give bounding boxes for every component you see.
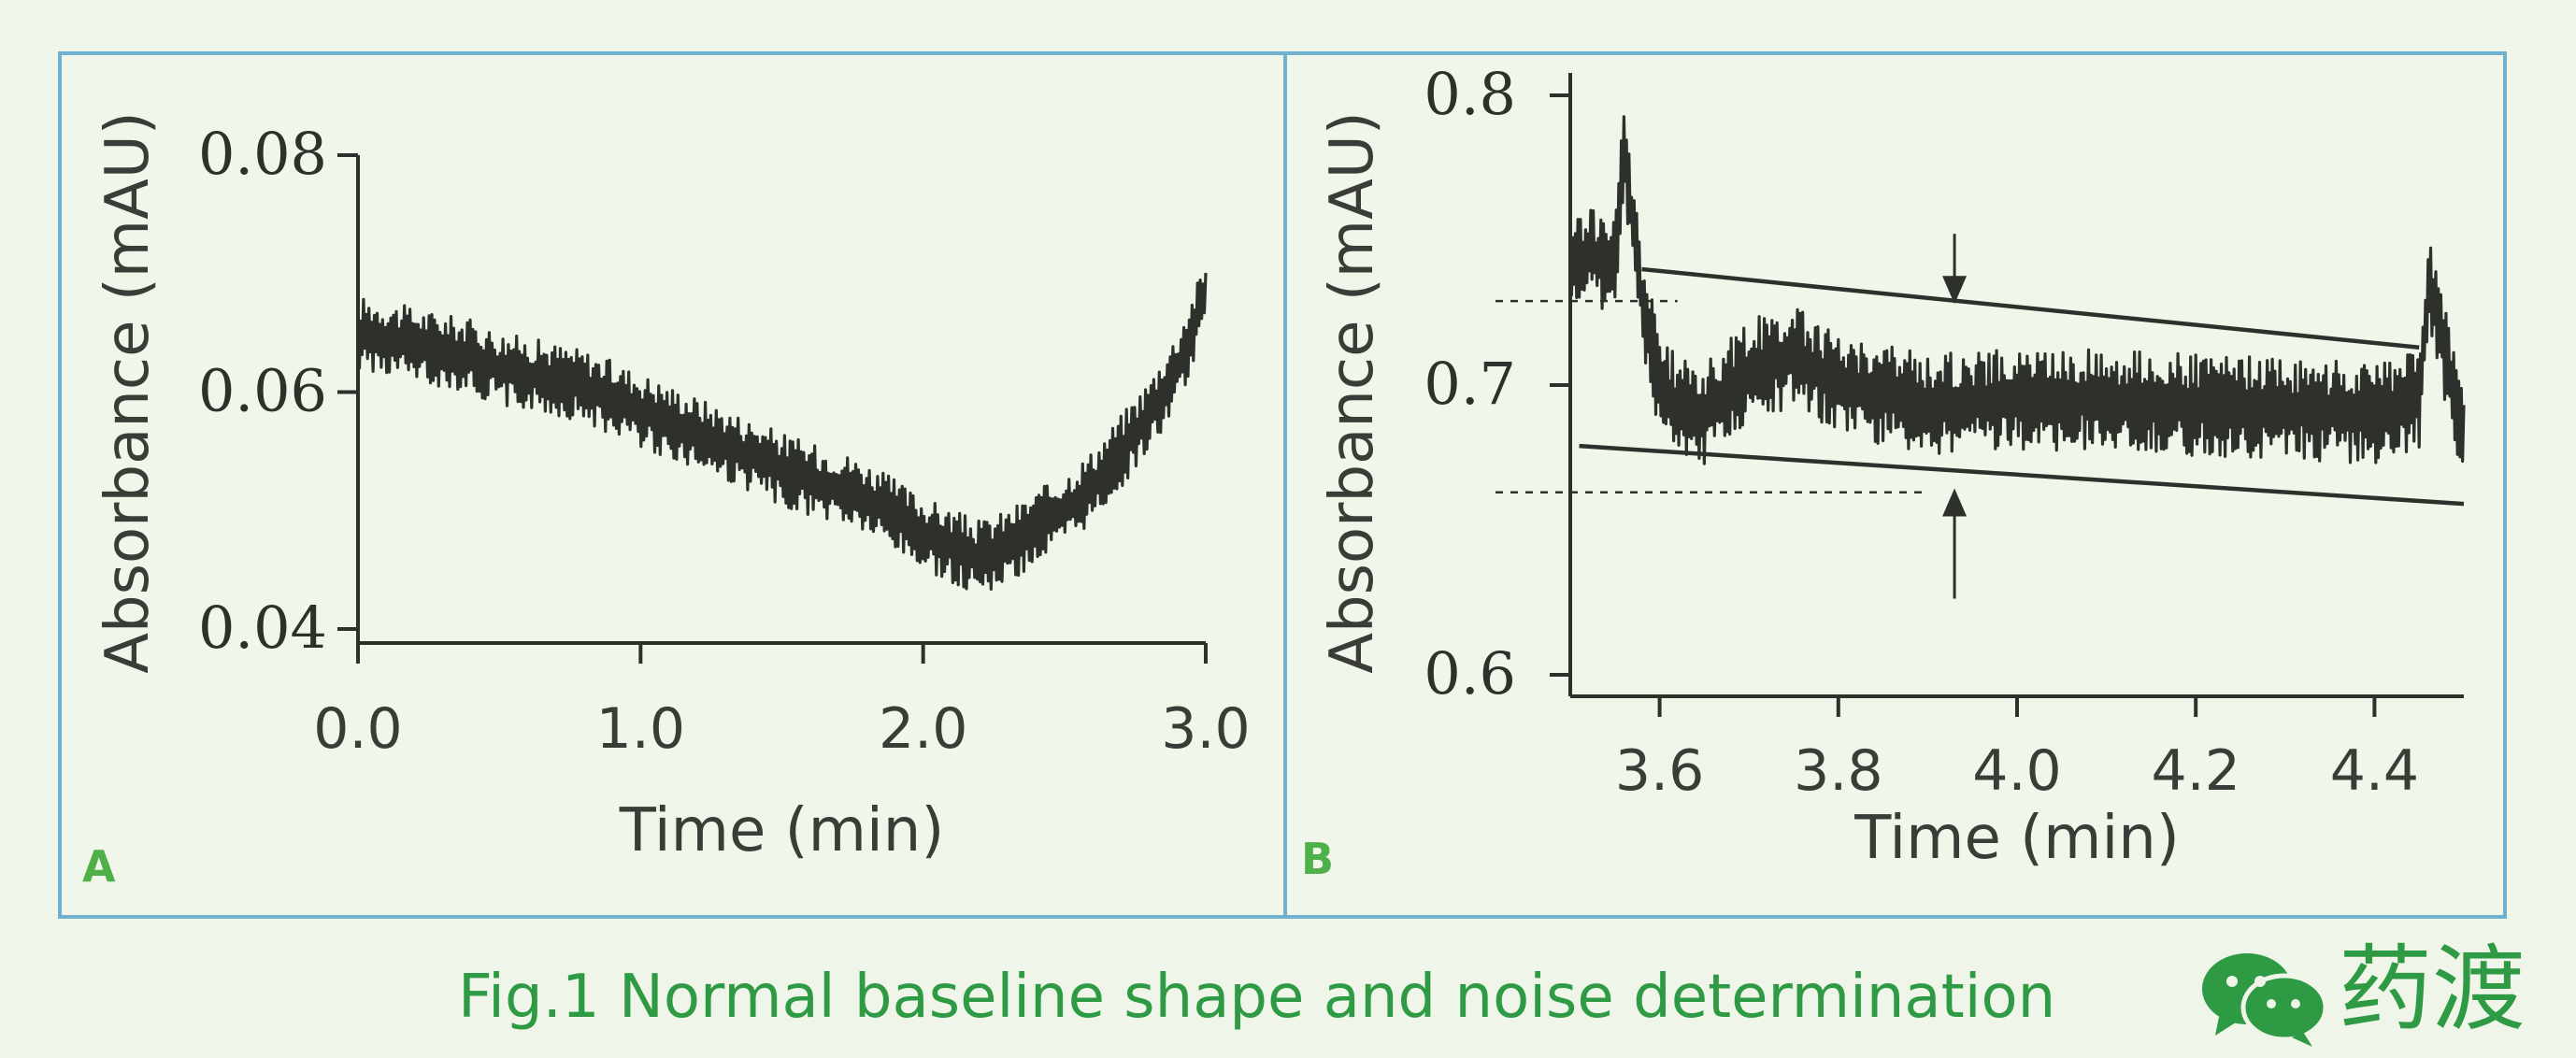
brand-logo-text: 药渡 (2339, 935, 2526, 1044)
x-axis-title: Time (min) (1853, 804, 2180, 873)
x-tick-label: 3.0 (1161, 696, 1250, 762)
noise-arrow-bottom-head (1942, 488, 1968, 517)
y-tick-label: 0.06 (198, 357, 327, 425)
x-tick-label: 4.0 (1972, 738, 2061, 804)
panel-divider (1283, 51, 1287, 919)
data-trace-series-0 (1568, 115, 2466, 465)
y-tick-label: 0.6 (1424, 639, 1516, 708)
wechat-icon (2202, 953, 2328, 1047)
lower-envelope-line (1579, 443, 2465, 507)
panel-a-label: A (82, 841, 116, 892)
y-axis-title: Absorbance (mAU) (93, 111, 163, 673)
x-tick-label: 0.0 (313, 696, 402, 762)
x-tick-label: 4.2 (2151, 738, 2240, 804)
y-tick-label: 0.04 (198, 593, 327, 662)
x-tick-label: 2.0 (879, 696, 967, 762)
x-axis-title: Time (min) (619, 796, 945, 865)
figure-frame (58, 51, 2507, 919)
panel-a-chart: 0.08 0.06 0.04 0.0 1.0 2.0 3.0 Time (min) Absorb… (93, 111, 1251, 865)
y-tick-label: 0.08 (198, 120, 327, 188)
x-tick-label: 1.0 (596, 696, 685, 762)
data-trace-series-0 (356, 272, 1208, 591)
y-tick-label: 0.7 (1424, 350, 1516, 418)
panel-b-chart: 0.8 0.7 0.6 3.6 3.8 4.0 4.2 4.4 Time (min) Absorb… (1318, 60, 2466, 873)
y-tick-label: 0.8 (1424, 60, 1516, 128)
figure-caption: Fig.1 Normal baseline shape and noise de… (458, 963, 2056, 1032)
panel-b-label: B (1301, 834, 1335, 884)
brand-logo: 药渡 (2198, 935, 2572, 1052)
y-axis-title: Absorbance (mAU) (1318, 111, 1387, 673)
noise-arrow-top-head (1942, 276, 1968, 305)
x-tick-label: 3.6 (1615, 738, 1704, 804)
x-tick-label: 4.4 (2330, 738, 2419, 804)
upper-envelope-line (1641, 266, 2420, 350)
x-tick-label: 3.8 (1794, 738, 1882, 804)
